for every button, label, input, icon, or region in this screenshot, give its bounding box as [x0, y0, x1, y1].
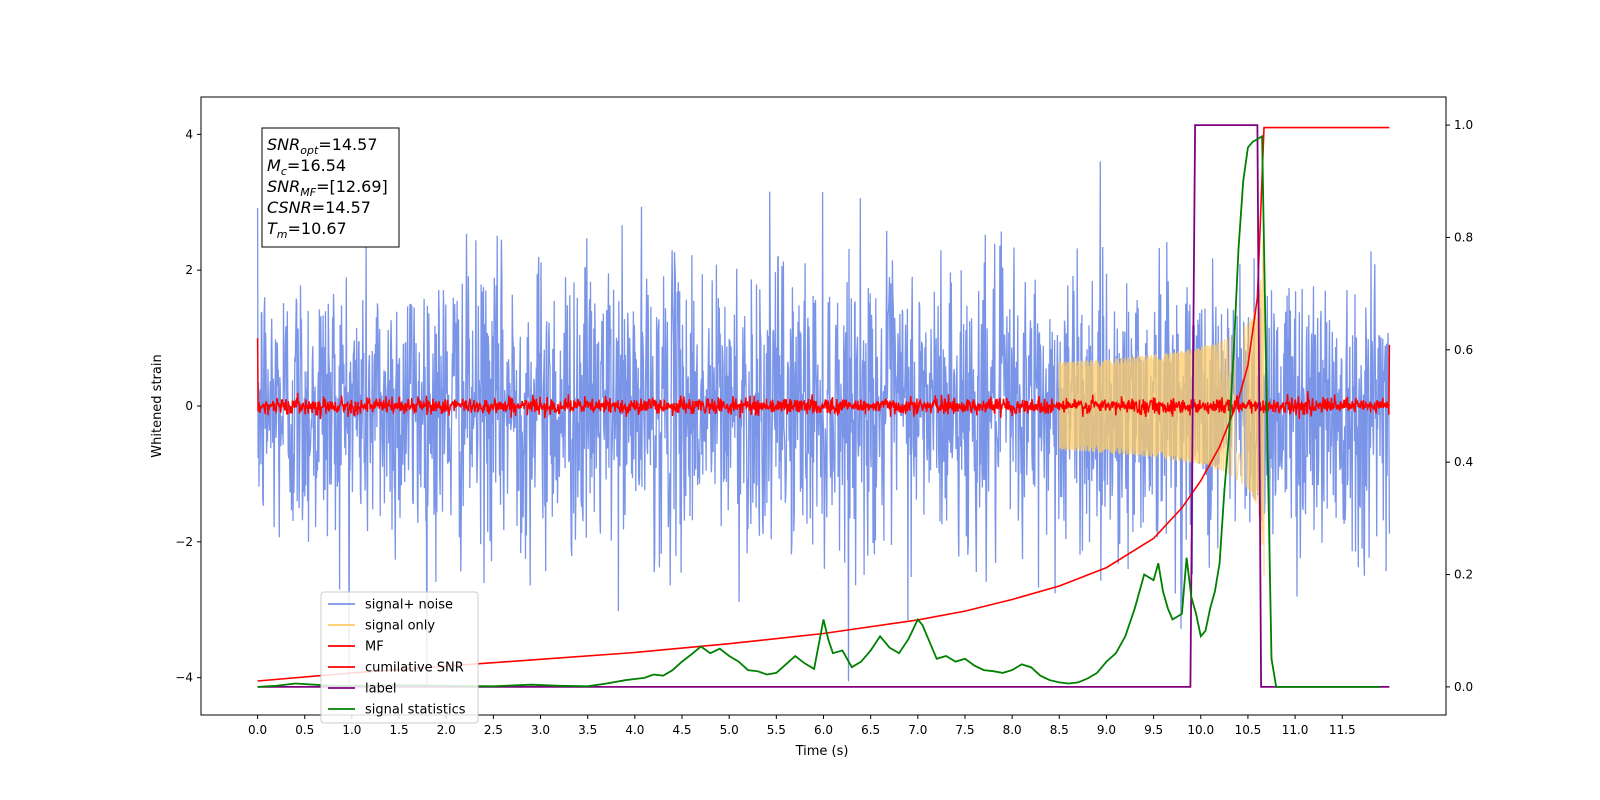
x-tick-label: 1.0	[342, 723, 361, 737]
y2-tick-label: 1.0	[1454, 118, 1473, 132]
series-cumulative-snr-line	[257, 126, 1390, 682]
y-tick-label: 0	[185, 399, 193, 413]
legend-label: label	[365, 682, 396, 697]
annotation-line: CSNR=14.57	[267, 198, 371, 217]
x-tick-label: 11.0	[1282, 723, 1309, 737]
y-tick-label: 4	[185, 127, 193, 141]
series-signal-statistics-line	[257, 134, 1380, 688]
y2-tick-label: 0.4	[1454, 455, 1473, 469]
annotation-line: SNRMF=[12.69]	[267, 177, 388, 199]
x-tick-label: 4.5	[672, 723, 691, 737]
y2-tick-label: 0.0	[1454, 680, 1473, 694]
annotation-line: SNRopt=14.57	[267, 135, 378, 157]
y2-tick-label: 0.6	[1454, 343, 1473, 357]
x-tick-label: 3.0	[531, 723, 550, 737]
plot-area	[256, 124, 1391, 688]
x-tick-label: 8.0	[1003, 723, 1022, 737]
series-mf-line	[256, 338, 1391, 420]
x-tick-label: 5.0	[720, 723, 739, 737]
legend: signal+ noise signal only MF cumilative SNR…	[320, 591, 479, 724]
series-signal-noise-line	[256, 161, 1391, 688]
legend-label: MF	[365, 640, 384, 655]
x-tick-label: 0.0	[248, 723, 267, 737]
x-tick-label: 10.5	[1235, 723, 1262, 737]
legend-label: cumilative SNR	[365, 661, 464, 676]
annotation-frame	[261, 127, 400, 248]
x-tick-label: 7.5	[955, 723, 974, 737]
x-tick-label: 4.0	[625, 723, 644, 737]
x-tick-label: 11.5	[1329, 723, 1356, 737]
y-axis-label: Whitened strain	[150, 354, 165, 457]
y-axis-left: 4 2 0 −2 −4	[175, 127, 201, 685]
x-tick-label: 5.5	[767, 723, 786, 737]
x-tick-label: 2.5	[484, 723, 503, 737]
legend-frame	[320, 591, 479, 724]
x-tick-label: 2.0	[437, 723, 456, 737]
x-tick-label: 0.5	[295, 723, 314, 737]
legend-label: signal+ noise	[365, 598, 453, 613]
y-tick-label: −2	[175, 535, 193, 549]
annotation-line: Tm=10.67	[267, 219, 347, 241]
y-tick-label: 2	[185, 263, 193, 277]
x-tick-label: 10.0	[1187, 723, 1214, 737]
x-axis: 0.0 0.5 1.0 1.5 2.0 2.5 3.0 3.5 4.0 4.5 5.0 5.5 6.0 6…	[248, 715, 1356, 737]
x-tick-label: 3.5	[578, 723, 597, 737]
x-tick-label: 6.0	[814, 723, 833, 737]
y2-tick-label: 0.8	[1454, 230, 1473, 244]
x-tick-label: 9.5	[1144, 723, 1163, 737]
legend-label: signal statistics	[365, 703, 466, 718]
series-signal-only-line	[1058, 239, 1265, 576]
x-tick-label: 9.0	[1097, 723, 1116, 737]
x-axis-label: Time (s)	[795, 744, 849, 759]
y-axis-right: 1.0 0.8 0.6 0.4 0.2 0.0	[1446, 118, 1473, 694]
y-tick-label: −4	[175, 671, 193, 685]
x-tick-label: 7.0	[908, 723, 927, 737]
x-tick-label: 8.5	[1050, 723, 1069, 737]
x-tick-label: 1.5	[390, 723, 409, 737]
annotation-box: SNRopt=14.57Mc=16.54SNRMF=[12.69]CSNR=14…	[261, 127, 400, 248]
x-tick-label: 6.5	[861, 723, 880, 737]
annotation-line: Mc=16.54	[267, 156, 346, 178]
y2-tick-label: 0.2	[1454, 568, 1473, 582]
legend-label: signal only	[365, 619, 435, 634]
